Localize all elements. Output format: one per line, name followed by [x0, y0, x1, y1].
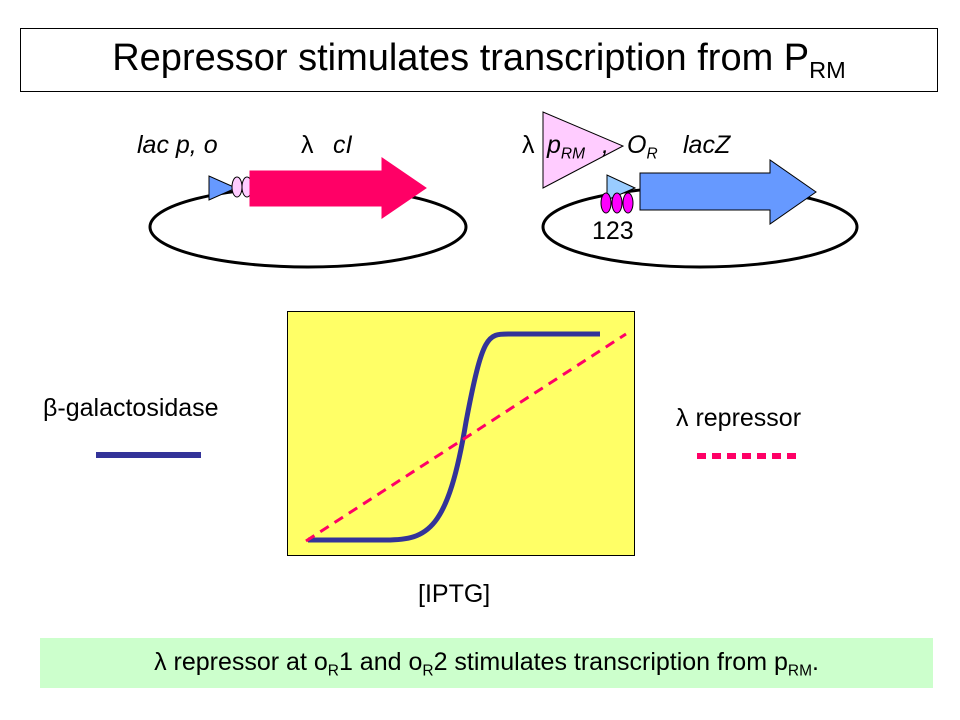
lac-promoter-triangle [208, 175, 238, 201]
label-operator-numbers: 123 [592, 217, 634, 245]
lac-operator-oval-1 [231, 176, 243, 198]
label-OR: OR [627, 131, 658, 163]
title-subscript: RM [809, 57, 846, 84]
caption-text: λ repressor at oR1 and oR2 stimulates tr… [154, 648, 819, 680]
label-cI-gene: cI [333, 131, 353, 159]
title-box: Repressor stimulates transcription from … [20, 28, 938, 92]
caption-box: λ repressor at oR1 and oR2 stimulates tr… [40, 638, 933, 688]
beta-gal-curve [308, 331, 600, 543]
label-pRM: pRM [547, 131, 586, 163]
label-right-lambda: λ [522, 131, 535, 159]
label-OR-subscript: R [646, 145, 658, 163]
induction-plot [287, 311, 635, 556]
x-axis-label: [IPTG] [418, 580, 491, 608]
label-pRM-subscript: RM [560, 145, 586, 163]
plot-curves [305, 331, 627, 543]
slide-title: Repressor stimulates transcription from … [112, 37, 846, 84]
label-lac-promoter: lac p, o [137, 131, 218, 159]
cI-gene-arrow [249, 157, 427, 219]
label-left-lambda: λ [301, 131, 314, 159]
operator-site-2 [611, 192, 623, 214]
repressor-label: λ repressor [676, 404, 802, 432]
label-lacZ-gene: lacZ [683, 131, 731, 159]
pRM-binding-triangle [542, 111, 625, 189]
operator-site-3 [622, 192, 634, 214]
pRM-promoter-triangle [606, 174, 637, 201]
label-comma: , [602, 131, 609, 159]
lacZ-gene-arrow [639, 159, 817, 225]
beta-gal-label: β-galactosidase [43, 394, 219, 422]
repressor-curve [305, 332, 627, 543]
operator-site-1 [600, 192, 612, 214]
